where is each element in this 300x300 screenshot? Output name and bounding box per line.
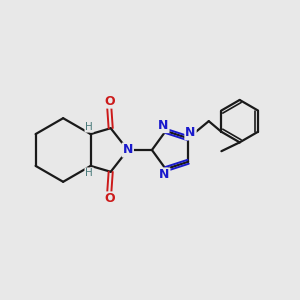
- Text: H: H: [85, 122, 93, 132]
- Text: O: O: [104, 94, 115, 108]
- Text: H: H: [85, 168, 93, 178]
- Text: N: N: [159, 168, 169, 182]
- Text: N: N: [123, 143, 133, 157]
- Text: N: N: [185, 126, 196, 140]
- Text: N: N: [158, 119, 169, 132]
- Text: O: O: [104, 192, 115, 206]
